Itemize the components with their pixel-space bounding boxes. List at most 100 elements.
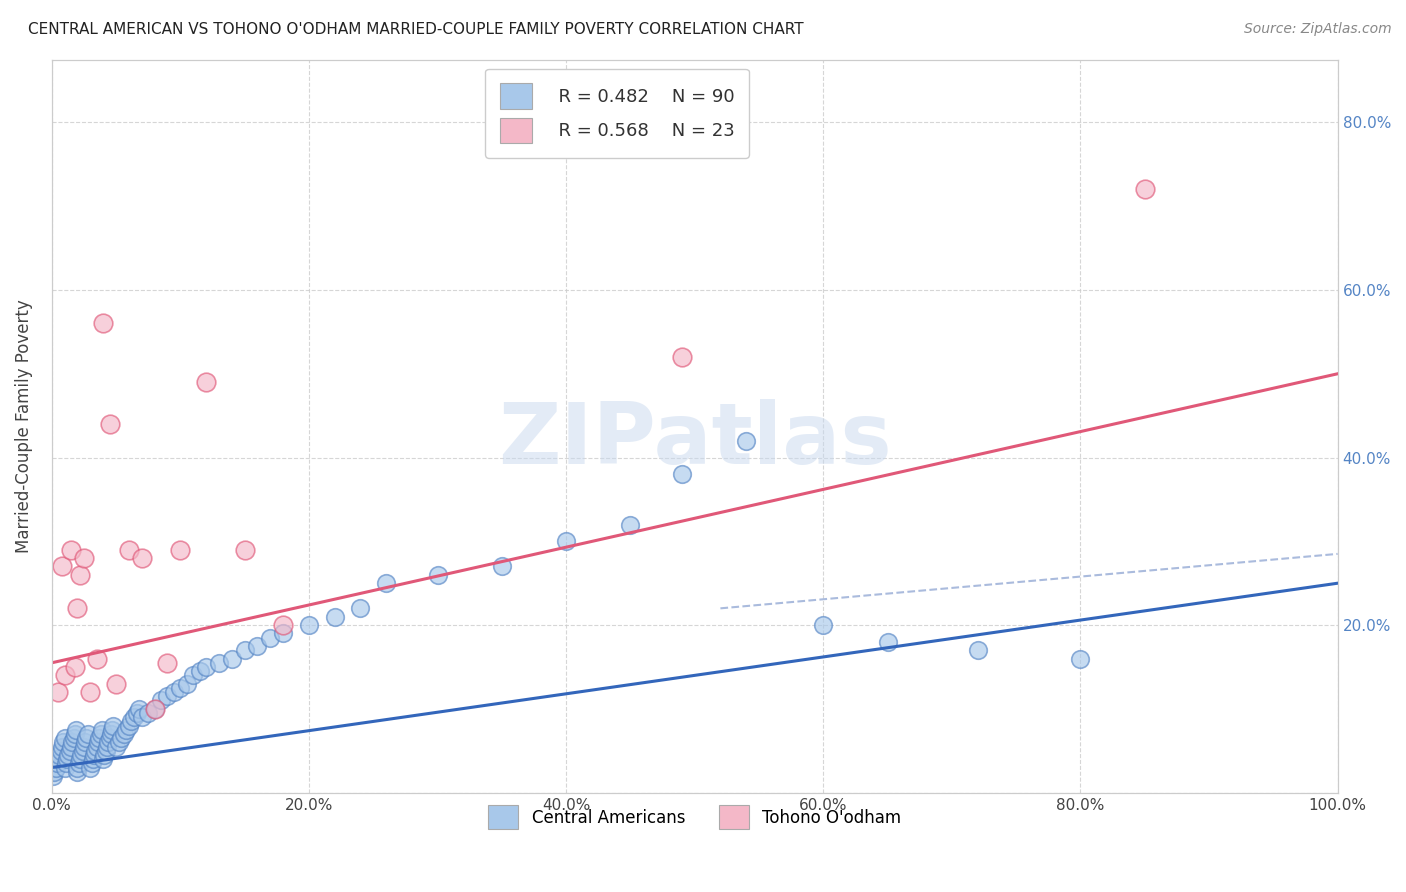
Point	[101, 723, 124, 737]
Point	[259, 631, 281, 645]
Point	[118, 718, 141, 732]
Point	[66, 764, 89, 779]
Point	[112, 727, 135, 741]
Point	[98, 731, 121, 746]
Point	[69, 752, 91, 766]
Point	[79, 685, 101, 699]
Point	[176, 677, 198, 691]
Point	[87, 735, 110, 749]
Y-axis label: Married-Couple Family Poverty: Married-Couple Family Poverty	[15, 299, 32, 553]
Point	[97, 735, 120, 749]
Point	[221, 651, 243, 665]
Point	[46, 752, 69, 766]
Point	[73, 739, 96, 754]
Point	[46, 685, 69, 699]
Legend: Central Americans, Tohono O'odham: Central Americans, Tohono O'odham	[482, 798, 908, 836]
Point	[86, 651, 108, 665]
Point	[65, 723, 87, 737]
Text: Source: ZipAtlas.com: Source: ZipAtlas.com	[1244, 22, 1392, 37]
Text: CENTRAL AMERICAN VS TOHONO O'ODHAM MARRIED-COUPLE FAMILY POVERTY CORRELATION CHA: CENTRAL AMERICAN VS TOHONO O'ODHAM MARRI…	[28, 22, 804, 37]
Point	[70, 747, 93, 762]
Point	[163, 685, 186, 699]
Point	[271, 626, 294, 640]
Point	[188, 664, 211, 678]
Point	[323, 609, 346, 624]
Point	[53, 668, 76, 682]
Point	[62, 731, 84, 746]
Point	[349, 601, 371, 615]
Point	[96, 739, 118, 754]
Point	[131, 710, 153, 724]
Point	[181, 668, 204, 682]
Point	[100, 727, 122, 741]
Point	[1069, 651, 1091, 665]
Point	[156, 690, 179, 704]
Point	[128, 702, 150, 716]
Point	[131, 551, 153, 566]
Point	[51, 559, 73, 574]
Point	[48, 747, 70, 762]
Point	[150, 693, 173, 707]
Point	[49, 744, 72, 758]
Point	[233, 643, 256, 657]
Point	[63, 660, 86, 674]
Text: ZIPatlas: ZIPatlas	[498, 400, 891, 483]
Point	[671, 467, 693, 482]
Point	[75, 735, 97, 749]
Point	[86, 739, 108, 754]
Point	[966, 643, 988, 657]
Point	[59, 744, 82, 758]
Point	[1133, 182, 1156, 196]
Point	[233, 542, 256, 557]
Point	[53, 731, 76, 746]
Point	[246, 639, 269, 653]
Point	[105, 677, 128, 691]
Point	[56, 752, 79, 766]
Point	[76, 727, 98, 741]
Point	[76, 731, 98, 746]
Point	[298, 618, 321, 632]
Point	[45, 760, 67, 774]
Point	[45, 756, 67, 771]
Point	[91, 752, 114, 766]
Point	[58, 747, 80, 762]
Point	[83, 747, 105, 762]
Point	[94, 744, 117, 758]
Point	[51, 739, 73, 754]
Point	[60, 739, 83, 754]
Point	[90, 727, 112, 741]
Point	[208, 656, 231, 670]
Point	[122, 710, 145, 724]
Point	[876, 635, 898, 649]
Point	[619, 517, 641, 532]
Point	[735, 434, 758, 448]
Point	[66, 760, 89, 774]
Point	[53, 760, 76, 774]
Point	[105, 739, 128, 754]
Point	[79, 760, 101, 774]
Point	[426, 567, 449, 582]
Point	[93, 747, 115, 762]
Point	[671, 350, 693, 364]
Point	[69, 567, 91, 582]
Point	[118, 542, 141, 557]
Point	[63, 727, 86, 741]
Point	[91, 317, 114, 331]
Point	[143, 702, 166, 716]
Point	[52, 735, 75, 749]
Point	[98, 417, 121, 431]
Point	[90, 723, 112, 737]
Point	[55, 756, 77, 771]
Point	[66, 601, 89, 615]
Point	[169, 681, 191, 695]
Point	[72, 744, 94, 758]
Point	[169, 542, 191, 557]
Point	[42, 769, 65, 783]
Point	[115, 723, 138, 737]
Point	[271, 618, 294, 632]
Point	[44, 764, 66, 779]
Point	[813, 618, 835, 632]
Point	[125, 706, 148, 720]
Point	[60, 735, 83, 749]
Point	[121, 714, 143, 729]
